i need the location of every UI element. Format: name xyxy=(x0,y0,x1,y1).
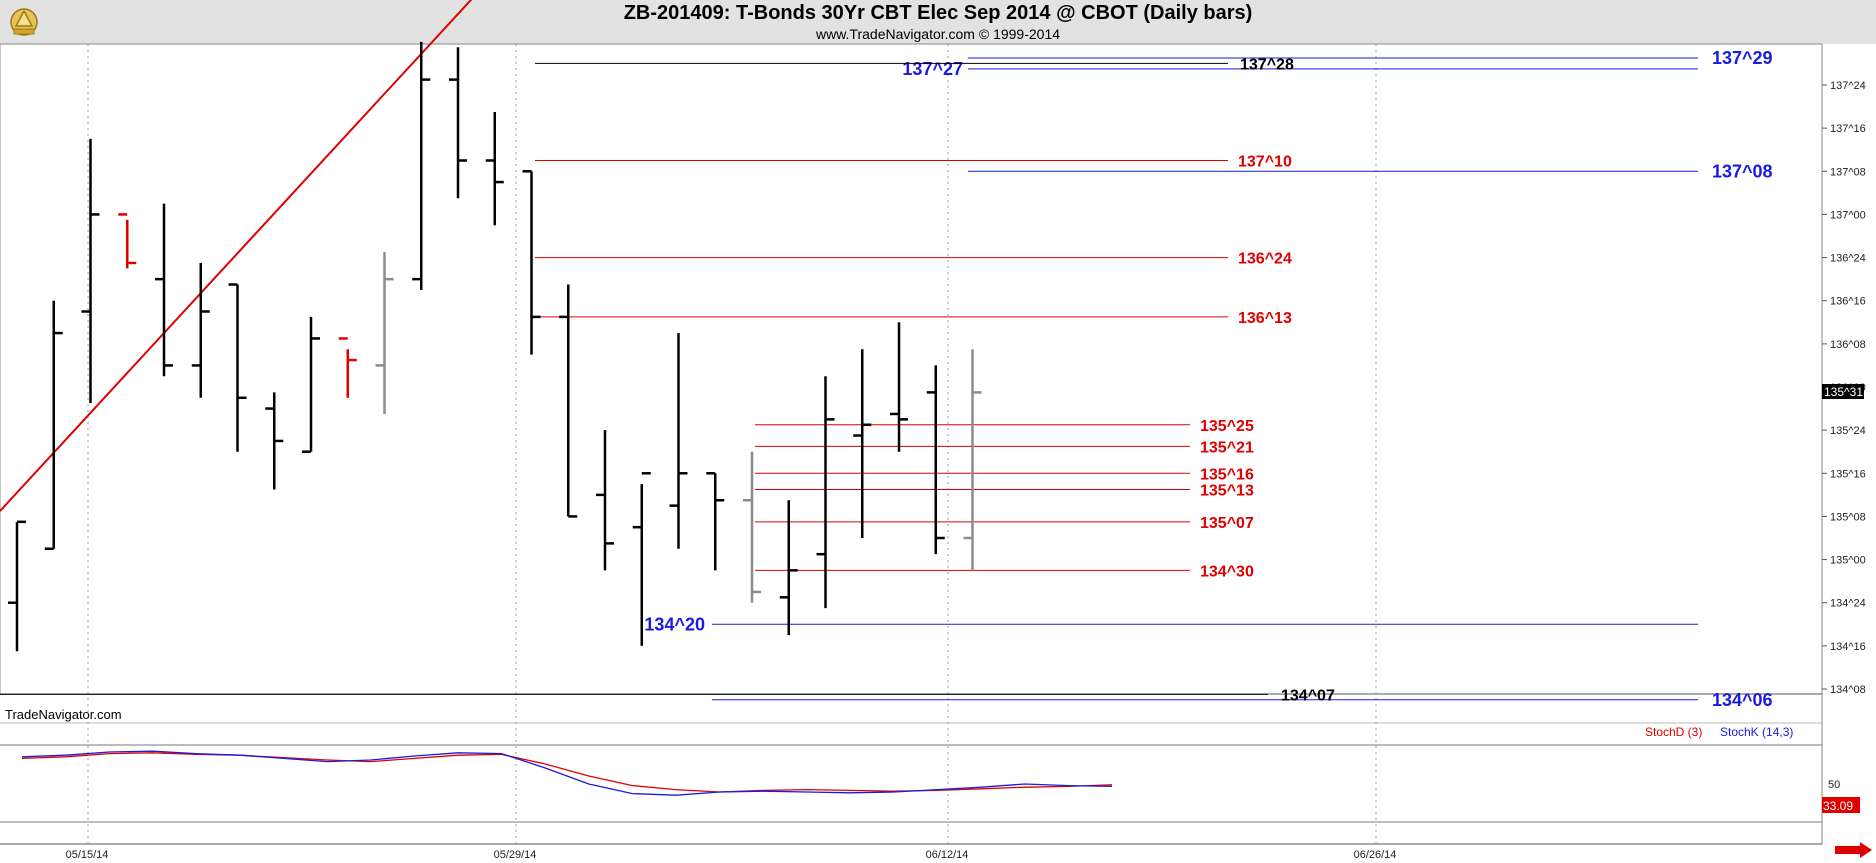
price-tick-label: 137^24 xyxy=(1830,80,1866,92)
price-panel-frame xyxy=(0,43,1823,695)
scroll-right-arrow-icon[interactable] xyxy=(1835,842,1872,858)
stochd-legend: StochD (3) xyxy=(1645,725,1702,739)
chart-header xyxy=(0,0,1876,44)
chart-title: ZB-201409: T-Bonds 30Yr CBT Elec Sep 201… xyxy=(623,2,1253,24)
last-price-box xyxy=(1822,384,1864,399)
level-label-red: 136^24 xyxy=(1238,251,1292,268)
price-tick-label: 135^16 xyxy=(1830,468,1866,480)
level-label-red: 137^10 xyxy=(1238,154,1292,171)
level-label-black: 134^07 xyxy=(1281,687,1335,704)
date-tick-label: 05/29/14 xyxy=(494,849,537,861)
level-label-blue: 137^08 xyxy=(1712,161,1773,181)
level-label-red: 135^07 xyxy=(1200,515,1254,532)
watermark-text: TradeNavigator.com xyxy=(5,707,122,722)
level-label-blue: 137^29 xyxy=(1712,48,1773,68)
price-tick-label: 135^08 xyxy=(1830,511,1866,523)
date-tick-label: 06/26/14 xyxy=(1354,849,1397,861)
level-label-blue: 134^20 xyxy=(644,614,705,634)
stochk-line xyxy=(21,750,1113,796)
chart-subtitle: www.TradeNavigator.com © 1999-2014 xyxy=(815,26,1061,42)
price-tick-label: 137^00 xyxy=(1830,209,1866,221)
last-price-label: 135^31 xyxy=(1824,385,1863,399)
price-tick-label: 134^24 xyxy=(1830,598,1866,610)
level-label-red: 135^25 xyxy=(1200,418,1254,435)
stoch-tick-50: 50 xyxy=(1828,779,1840,791)
price-tick-label: 136^08 xyxy=(1830,339,1866,351)
price-tick-label: 136^16 xyxy=(1830,296,1866,308)
trade-navigator-logo-icon xyxy=(10,8,38,36)
trend-line xyxy=(0,0,473,512)
level-label-blue: 137^27 xyxy=(902,59,963,79)
stoch-last-box xyxy=(1822,797,1860,813)
price-tick-label: 135^00 xyxy=(1830,555,1866,567)
price-tick-label: 137^16 xyxy=(1830,123,1866,135)
price-tick-label: 136^24 xyxy=(1830,253,1866,265)
stoch-last-value: 33.09 xyxy=(1823,799,1853,813)
price-tick-label: 137^08 xyxy=(1830,166,1866,178)
level-label-red: 134^30 xyxy=(1200,563,1254,580)
level-label-blue: 134^06 xyxy=(1712,690,1773,710)
level-label-red: 135^16 xyxy=(1200,466,1254,483)
date-tick-label: 06/12/14 xyxy=(926,849,969,861)
price-tick-label: 134^16 xyxy=(1830,641,1866,653)
price-tick-label: 134^08 xyxy=(1830,684,1866,696)
level-label-red: 136^13 xyxy=(1238,310,1292,327)
date-tick-label: 05/15/14 xyxy=(66,849,109,861)
stochk-legend: StochK (14,3) xyxy=(1720,725,1793,739)
level-label-red: 135^13 xyxy=(1200,482,1254,499)
level-label-red: 135^21 xyxy=(1200,439,1254,456)
price-tick-label: 135^24 xyxy=(1830,425,1866,437)
level-label-black: 137^28 xyxy=(1240,56,1294,73)
